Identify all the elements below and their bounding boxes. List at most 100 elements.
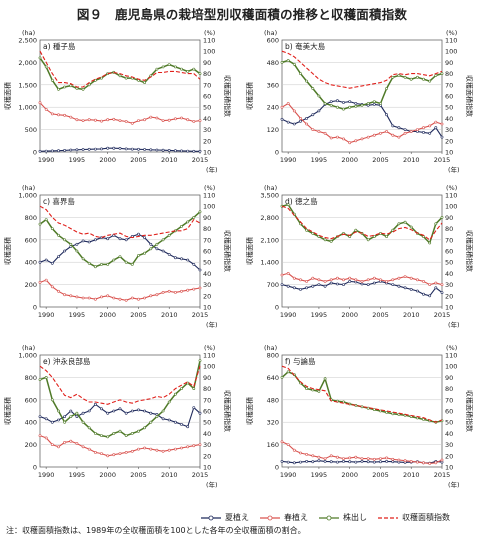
data-point bbox=[342, 137, 345, 141]
data-point bbox=[348, 141, 352, 145]
data-point bbox=[286, 271, 290, 275]
data-point bbox=[186, 118, 190, 122]
data-point bbox=[286, 102, 290, 105]
data-point bbox=[44, 218, 48, 222]
data-point bbox=[63, 420, 67, 424]
data-point bbox=[385, 410, 389, 414]
data-point bbox=[155, 242, 159, 246]
legend-item-haru: 春植え bbox=[259, 512, 308, 523]
y2-tick-label: 70 bbox=[203, 396, 211, 404]
data-point bbox=[130, 449, 134, 453]
series-line bbox=[281, 365, 443, 423]
data-point bbox=[57, 409, 60, 413]
data-point bbox=[38, 378, 42, 382]
data-point bbox=[69, 409, 73, 413]
data-point bbox=[87, 261, 91, 265]
data-point bbox=[112, 296, 116, 300]
series-line bbox=[39, 50, 201, 88]
data-point bbox=[366, 283, 370, 287]
data-point bbox=[180, 67, 183, 71]
y2-tick-label: 60 bbox=[445, 248, 453, 256]
data-point bbox=[317, 109, 321, 113]
data-point bbox=[354, 460, 358, 464]
data-point bbox=[192, 406, 196, 410]
y2-tick-label: 60 bbox=[445, 408, 453, 416]
panel-title: a) 種子島 bbox=[43, 41, 76, 51]
data-point bbox=[372, 103, 376, 106]
y2-tick-label: 30 bbox=[203, 441, 211, 449]
data-point bbox=[180, 257, 183, 261]
data-point bbox=[292, 122, 296, 126]
data-point bbox=[149, 420, 153, 424]
series-haru bbox=[280, 271, 444, 287]
data-point bbox=[280, 440, 284, 444]
y2-tick-label: 10 bbox=[445, 464, 453, 472]
x-tick-label: 2015 bbox=[434, 311, 451, 319]
data-point bbox=[143, 296, 147, 300]
series-index bbox=[39, 50, 201, 88]
series-line bbox=[39, 205, 201, 239]
y-axis-label: 収穫面積 bbox=[3, 82, 12, 110]
data-point bbox=[379, 102, 382, 105]
data-point bbox=[428, 294, 432, 298]
x-tick-label: 2000 bbox=[341, 311, 358, 319]
data-point bbox=[186, 220, 190, 224]
data-point bbox=[155, 247, 159, 251]
data-point bbox=[379, 231, 382, 235]
data-point bbox=[317, 389, 321, 393]
data-point bbox=[137, 232, 140, 236]
data-point bbox=[130, 431, 134, 435]
data-point bbox=[118, 297, 122, 301]
data-point bbox=[87, 426, 91, 430]
data-point bbox=[75, 411, 79, 415]
data-point bbox=[44, 375, 48, 379]
data-point bbox=[335, 276, 339, 280]
data-point bbox=[75, 87, 79, 90]
y2-tick-label: 10 bbox=[203, 304, 211, 312]
y-tick-label: 160 bbox=[267, 441, 279, 449]
y-tick-label: 480 bbox=[267, 396, 279, 404]
data-point bbox=[286, 284, 290, 288]
y2-tick-label: 40 bbox=[445, 430, 453, 438]
legend-label: 株出し bbox=[343, 513, 367, 522]
y-tick-label: 120 bbox=[267, 126, 279, 134]
data-point bbox=[323, 238, 327, 242]
data-point bbox=[186, 425, 190, 429]
y2-tick-label: 70 bbox=[445, 236, 453, 244]
data-point bbox=[422, 417, 425, 421]
y2-tick-label: 10 bbox=[445, 304, 453, 312]
x-tick-label: 2010 bbox=[403, 471, 420, 479]
y2-tick-label: 40 bbox=[203, 270, 211, 278]
data-point bbox=[63, 293, 67, 297]
data-point bbox=[305, 286, 309, 290]
y-tick-label: 240 bbox=[267, 104, 279, 112]
x-tick-label: 1995 bbox=[311, 156, 328, 164]
data-point bbox=[63, 238, 67, 242]
data-point bbox=[335, 282, 339, 286]
data-point bbox=[323, 102, 327, 105]
data-point bbox=[63, 440, 67, 444]
data-point bbox=[75, 295, 79, 299]
x-tick-label: 2000 bbox=[341, 471, 358, 479]
data-point bbox=[198, 411, 202, 415]
series-haru bbox=[38, 434, 202, 458]
data-point bbox=[317, 459, 321, 463]
data-point bbox=[311, 284, 315, 288]
data-point bbox=[57, 113, 60, 117]
y2-tick-label: 60 bbox=[203, 248, 211, 256]
y-tick-label: 0 bbox=[33, 464, 37, 472]
data-point bbox=[69, 242, 73, 246]
data-point bbox=[342, 107, 345, 111]
y2-tick-label: 20 bbox=[203, 137, 211, 145]
data-point bbox=[161, 249, 165, 253]
data-point bbox=[81, 420, 85, 424]
data-point bbox=[50, 420, 54, 424]
data-point bbox=[385, 459, 389, 463]
legend-item-index: 収穫面積指数 bbox=[377, 512, 450, 523]
data-point bbox=[44, 258, 48, 262]
x-tick-label: 2015 bbox=[434, 471, 451, 479]
data-point bbox=[198, 443, 202, 447]
data-point bbox=[422, 130, 425, 134]
data-point bbox=[391, 124, 395, 128]
data-point bbox=[366, 135, 370, 139]
